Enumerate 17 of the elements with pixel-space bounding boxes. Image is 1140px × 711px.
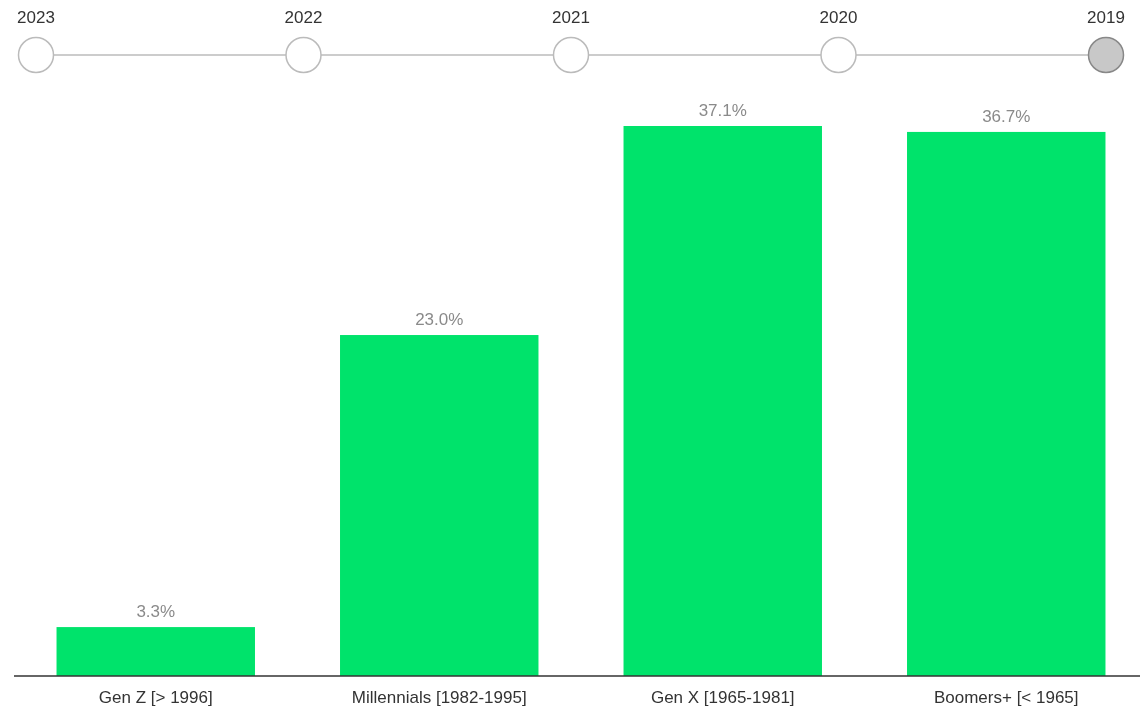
text: 2020 <box>819 8 858 27</box>
data-label: 37.1% <box>698 101 747 120</box>
x-tick-label: Gen X [1965-1981] <box>650 688 795 707</box>
text: 2019 <box>1087 8 1125 27</box>
bar <box>623 126 822 676</box>
bar <box>907 131 1106 676</box>
text: 2021 <box>552 8 590 27</box>
bar <box>340 335 539 676</box>
data-label: 36.7% <box>982 106 1031 126</box>
x-tick-label: Millennials [1982-1995] <box>351 688 527 707</box>
text: 2023 <box>17 8 55 27</box>
data-label: 3.3% <box>136 602 176 622</box>
text: 2022 <box>284 8 323 27</box>
x-tick-label: Boomers+ [< 1965] <box>933 688 1079 707</box>
x-tick-label: Gen Z [> 1996] <box>98 688 213 707</box>
data-label: 23.0% <box>415 310 464 330</box>
bar <box>56 627 255 676</box>
